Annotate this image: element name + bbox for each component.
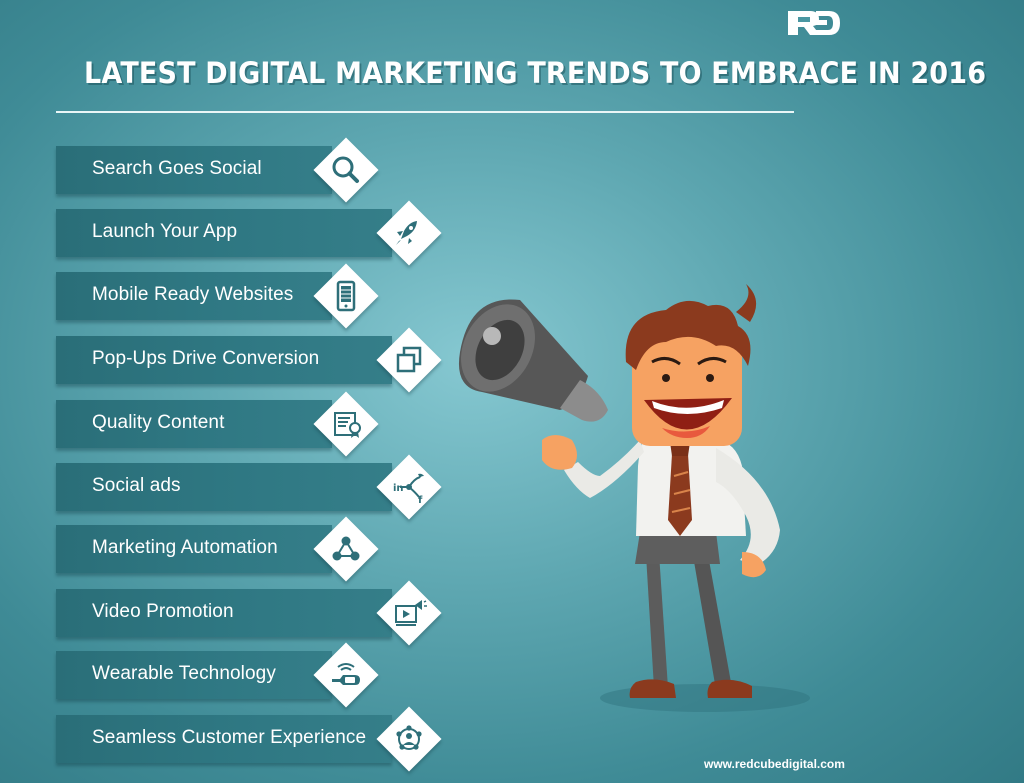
social-network-icon: in f: [393, 473, 424, 506]
trend-item-mobile-ready-websites: Mobile Ready Websites: [56, 263, 386, 329]
smartphone-icon: [336, 280, 356, 312]
trend-bar: [56, 146, 332, 194]
trend-bar: [56, 272, 332, 320]
trend-bar: [56, 525, 332, 573]
trend-bar: [56, 209, 392, 257]
certificate-icon: [334, 412, 361, 438]
trend-label: Launch Your App: [92, 221, 238, 242]
trend-item-video-promotion: Video Promotion: [56, 580, 448, 646]
rocket-icon: [396, 221, 417, 245]
trend-bar: [56, 715, 392, 763]
svg-text:in: in: [393, 483, 404, 494]
businessman-megaphone-illustration: [458, 284, 810, 712]
trend-label: Wearable Technology: [92, 663, 276, 684]
trend-item-pop-ups-drive-conversion: Pop-Ups Drive Conversion: [56, 327, 448, 393]
trend-label: Mobile Ready Websites: [92, 284, 294, 305]
trend-bar: [56, 463, 392, 511]
trend-label: Search Goes Social: [92, 158, 262, 179]
svg-text:f: f: [418, 495, 423, 506]
trend-item-marketing-automation: Marketing Automation: [56, 516, 386, 582]
trend-label: Social ads: [92, 475, 181, 496]
trend-item-seamless-customer-experience: Seamless Customer Experience: [56, 706, 448, 772]
trend-item-wearable-technology: Wearable Technology: [56, 642, 386, 708]
trend-label: Quality Content: [92, 412, 225, 433]
trend-label: Marketing Automation: [92, 537, 278, 558]
automation-network-icon: [332, 536, 360, 561]
title-divider: [56, 111, 794, 113]
customer-network-icon: [396, 725, 422, 750]
website-url: www.redcubedigital.com: [704, 757, 845, 771]
trend-item-social-ads: Social ads in f: [56, 454, 448, 520]
popup-windows-icon: [396, 346, 422, 373]
trend-label: Pop-Ups Drive Conversion: [92, 348, 320, 369]
trend-item-quality-content: Quality Content: [56, 391, 386, 457]
trend-label: Video Promotion: [92, 601, 234, 622]
search-icon: [332, 156, 359, 183]
trend-bar: [56, 589, 392, 637]
page-title: LATEST DIGITAL MARKETING TRENDS TO EMBRA…: [84, 56, 987, 90]
trend-bar: [56, 651, 332, 699]
video-promotion-icon: [395, 600, 427, 626]
trend-item-search-goes-social: Search Goes Social: [56, 137, 386, 203]
smartwatch-icon: [332, 663, 360, 685]
trend-bar: [56, 400, 332, 448]
red-logo: [788, 11, 840, 35]
trend-bar: [56, 336, 392, 384]
trend-label: Seamless Customer Experience: [92, 727, 367, 748]
trend-item-launch-your-app: Launch Your App: [56, 200, 448, 266]
